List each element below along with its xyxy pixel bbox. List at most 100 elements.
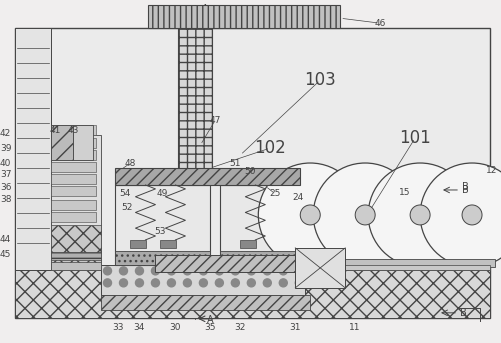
Bar xyxy=(51,162,96,172)
Circle shape xyxy=(151,267,159,275)
Bar xyxy=(160,240,176,248)
Circle shape xyxy=(279,267,287,275)
Text: A: A xyxy=(202,4,209,14)
Circle shape xyxy=(104,267,112,275)
Bar xyxy=(15,28,51,270)
Text: 33: 33 xyxy=(113,323,124,332)
Circle shape xyxy=(355,205,375,225)
Circle shape xyxy=(264,279,272,287)
Text: 48: 48 xyxy=(125,158,136,167)
Text: B: B xyxy=(462,185,469,195)
Bar xyxy=(116,168,300,185)
Text: B: B xyxy=(460,308,467,318)
Text: 102: 102 xyxy=(255,139,286,157)
Bar xyxy=(51,125,73,160)
Circle shape xyxy=(120,279,127,287)
Circle shape xyxy=(264,267,272,275)
Text: 31: 31 xyxy=(290,323,301,332)
Text: 103: 103 xyxy=(305,71,336,89)
Text: 41: 41 xyxy=(50,126,61,134)
Bar xyxy=(15,28,490,318)
Text: 32: 32 xyxy=(234,323,246,332)
Text: 54: 54 xyxy=(119,189,130,199)
Bar xyxy=(51,174,96,184)
Text: 11: 11 xyxy=(349,323,361,332)
Text: 42: 42 xyxy=(0,129,11,138)
Bar xyxy=(51,262,101,270)
Bar xyxy=(220,251,305,265)
Bar xyxy=(285,259,495,267)
Text: 15: 15 xyxy=(399,188,411,198)
Text: 25: 25 xyxy=(270,189,281,199)
Bar xyxy=(51,150,96,160)
Text: 34: 34 xyxy=(133,323,144,332)
Bar xyxy=(51,186,96,196)
Text: 40: 40 xyxy=(0,158,12,167)
Bar xyxy=(51,135,101,265)
Circle shape xyxy=(199,279,207,287)
Circle shape xyxy=(199,267,207,275)
Text: 46: 46 xyxy=(374,19,386,28)
Text: 49: 49 xyxy=(157,189,168,199)
Text: 35: 35 xyxy=(204,323,216,332)
Text: 53: 53 xyxy=(155,227,166,236)
Circle shape xyxy=(167,279,175,287)
Bar xyxy=(220,185,305,265)
Circle shape xyxy=(135,267,143,275)
Text: 51: 51 xyxy=(229,158,241,167)
Circle shape xyxy=(295,267,303,275)
Bar xyxy=(285,265,490,270)
Circle shape xyxy=(313,163,417,267)
Circle shape xyxy=(279,279,287,287)
Text: 39: 39 xyxy=(0,143,12,153)
Text: 36: 36 xyxy=(0,184,12,192)
Text: 44: 44 xyxy=(0,235,11,245)
Circle shape xyxy=(295,279,303,287)
Circle shape xyxy=(300,205,320,225)
Circle shape xyxy=(167,267,175,275)
Bar xyxy=(51,200,96,210)
Text: A: A xyxy=(207,315,214,325)
Circle shape xyxy=(215,279,223,287)
Circle shape xyxy=(462,205,482,225)
Circle shape xyxy=(183,279,191,287)
Bar xyxy=(148,5,340,28)
Circle shape xyxy=(183,267,191,275)
Text: 38: 38 xyxy=(0,196,12,204)
Text: 12: 12 xyxy=(486,166,497,175)
Bar xyxy=(295,248,345,288)
Text: 45: 45 xyxy=(0,250,12,259)
Bar xyxy=(101,295,310,310)
Text: 37: 37 xyxy=(0,170,12,179)
Text: 24: 24 xyxy=(293,193,304,202)
Text: B: B xyxy=(462,182,469,192)
Bar xyxy=(116,251,210,265)
Bar xyxy=(51,125,96,135)
Bar xyxy=(73,125,93,160)
Bar xyxy=(155,255,295,272)
Circle shape xyxy=(247,267,256,275)
Bar xyxy=(51,138,96,148)
Bar xyxy=(15,270,490,318)
Circle shape xyxy=(151,279,159,287)
Text: 30: 30 xyxy=(170,323,181,332)
Circle shape xyxy=(410,205,430,225)
Bar xyxy=(240,240,257,248)
Text: 43: 43 xyxy=(68,126,79,134)
Text: 50: 50 xyxy=(244,167,256,177)
Bar xyxy=(116,185,210,265)
Circle shape xyxy=(135,279,143,287)
Bar xyxy=(51,252,101,260)
Bar xyxy=(130,240,146,248)
Bar xyxy=(51,225,101,265)
Circle shape xyxy=(215,267,223,275)
Circle shape xyxy=(368,163,472,267)
Circle shape xyxy=(420,163,501,267)
Text: 52: 52 xyxy=(121,203,132,212)
Circle shape xyxy=(120,267,127,275)
Text: 101: 101 xyxy=(399,129,431,147)
Bar xyxy=(101,265,305,295)
Bar xyxy=(178,28,212,175)
Circle shape xyxy=(231,279,239,287)
Bar xyxy=(51,212,96,222)
